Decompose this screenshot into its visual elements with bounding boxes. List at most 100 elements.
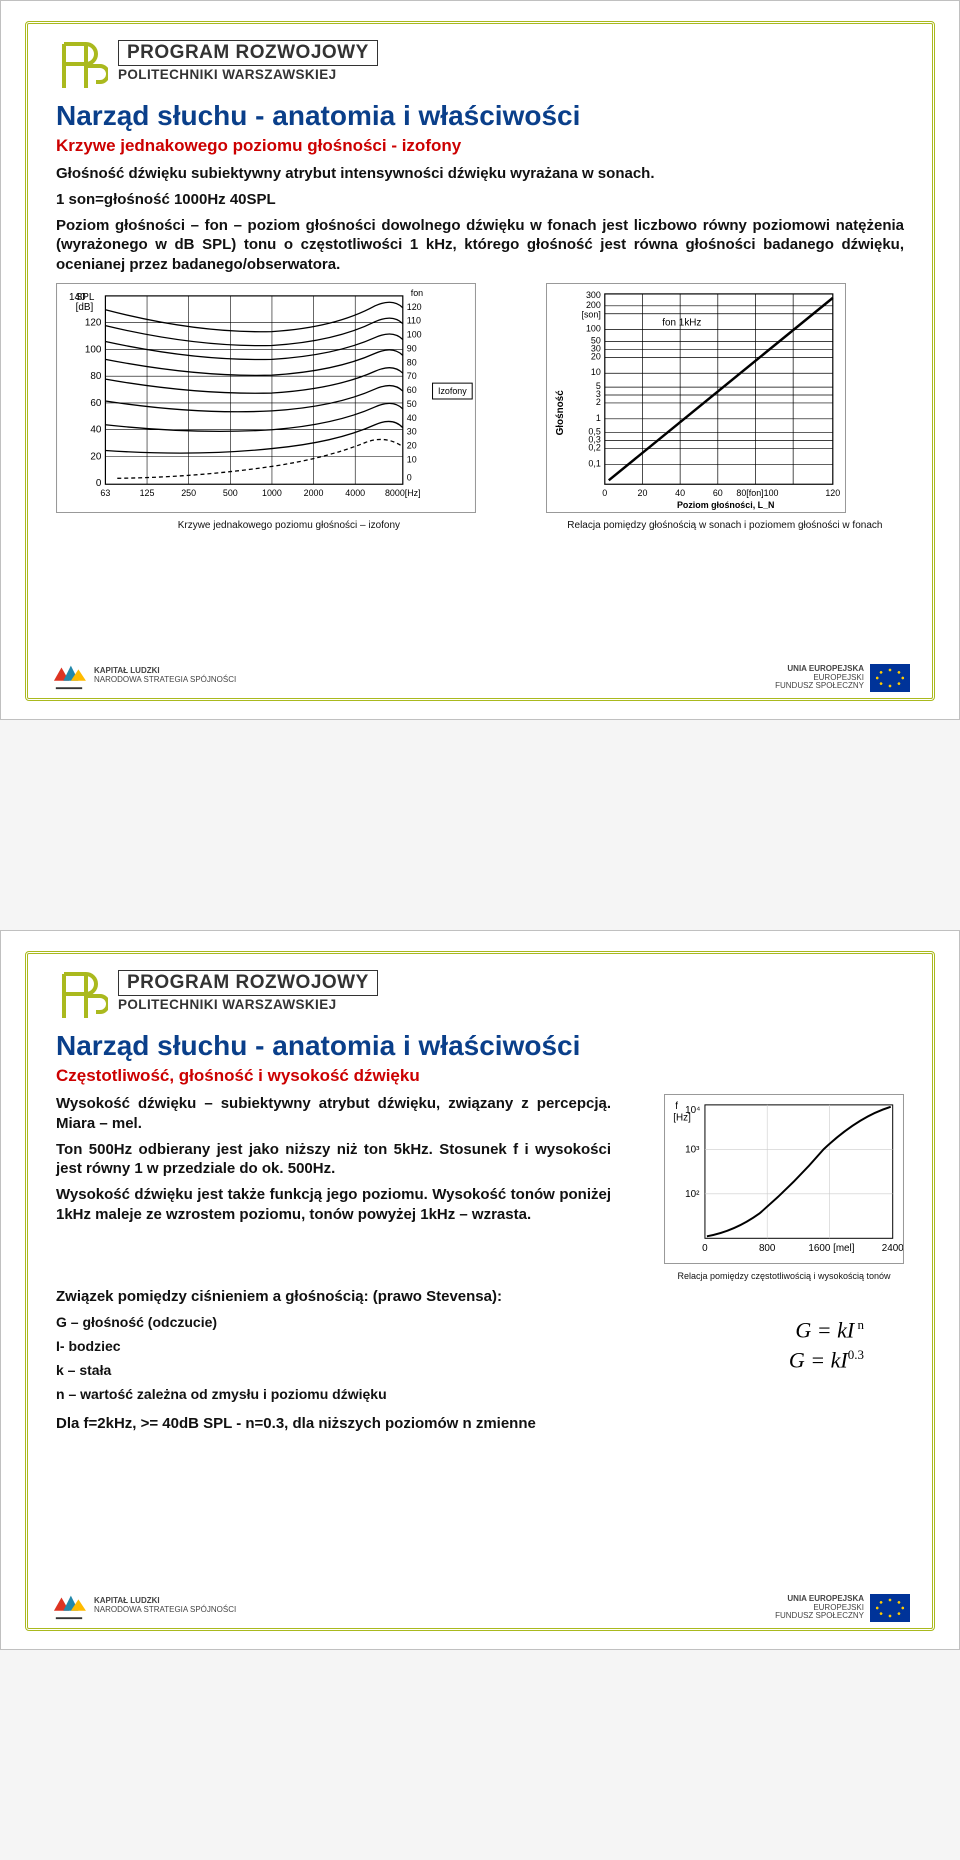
svg-text:20: 20 <box>591 351 601 361</box>
svg-text:40: 40 <box>675 488 685 498</box>
svg-text:10³: 10³ <box>685 1144 700 1155</box>
svg-text:1000: 1000 <box>262 488 282 498</box>
svg-text:90: 90 <box>407 343 417 353</box>
footer: KAPITAŁ LUDZKI NARODOWA STRATEGIA SPÓJNO… <box>50 1590 910 1622</box>
legend-item: k – stała <box>56 1361 387 1379</box>
svg-text:70: 70 <box>407 371 417 381</box>
eu-flag-icon <box>870 1594 910 1622</box>
svg-text:20: 20 <box>407 441 417 451</box>
footer-text: NARODOWA STRATEGIA SPÓJNOŚCI <box>94 676 236 685</box>
kapital-ludzki-icon <box>50 660 88 692</box>
footer: KAPITAŁ LUDZKI NARODOWA STRATEGIA SPÓJNO… <box>50 660 910 692</box>
paragraph: Ton 500Hz odbierany jest jako niższy niż… <box>56 1140 611 1180</box>
svg-text:10⁴: 10⁴ <box>685 1105 700 1116</box>
svg-text:800: 800 <box>759 1243 776 1254</box>
svg-text:Poziom głośności, L_N: Poziom głośności, L_N <box>677 500 775 510</box>
svg-text:80: 80 <box>90 371 102 382</box>
svg-text:300: 300 <box>586 290 601 300</box>
kapital-ludzki-icon <box>50 1590 88 1622</box>
chart-izofony: SPL[dB] 140 120 100 80 60 40 20 0 fon 12… <box>56 283 522 531</box>
svg-text:50: 50 <box>407 399 417 409</box>
slide-title: Narząd słuchu - anatomia i właściwości <box>56 100 904 132</box>
equation: G = kI n <box>704 1317 864 1343</box>
svg-text:20: 20 <box>90 451 102 462</box>
svg-text:80[fon]100: 80[fon]100 <box>736 488 778 498</box>
chart-caption: Krzywe jednakowego poziomu głośności – i… <box>56 520 522 531</box>
svg-text:10²: 10² <box>685 1189 700 1200</box>
slide-2: PROGRAM ROZWOJOWY POLITECHNIKI WARSZAWSK… <box>0 930 960 1650</box>
svg-text:40: 40 <box>90 425 102 436</box>
svg-text:120: 120 <box>407 302 422 312</box>
svg-text:[dB]: [dB] <box>76 302 94 313</box>
legend-item: I- bodziec <box>56 1337 387 1355</box>
svg-text:fon: fon <box>411 288 423 298</box>
slide-subtitle: Częstotliwość, głośność i wysokość dźwię… <box>56 1066 904 1086</box>
header-title: PROGRAM ROZWOJOWY <box>118 40 378 66</box>
svg-text:0: 0 <box>407 472 412 482</box>
svg-text:30: 30 <box>407 427 417 437</box>
svg-text:120: 120 <box>85 318 102 329</box>
header-subtitle: POLITECHNIKI WARSZAWSKIEJ <box>118 67 378 82</box>
paragraph: Głośność dźwięku subiektywny atrybut int… <box>56 164 904 184</box>
svg-text:fon 1kHz: fon 1kHz <box>662 318 701 329</box>
svg-text:80: 80 <box>407 357 417 367</box>
footer-text: FUNDUSZ SPOŁECZNY <box>775 682 864 691</box>
footer-text: FUNDUSZ SPOŁECZNY <box>775 1612 864 1621</box>
header-title: PROGRAM ROZWOJOWY <box>118 970 378 996</box>
chart-caption: Relacja pomiędzy głośnością w sonach i p… <box>546 520 904 531</box>
svg-text:2: 2 <box>596 397 601 407</box>
svg-text:140: 140 <box>69 292 86 303</box>
paragraph: Związek pomiędzy ciśnieniem a głośnością… <box>56 1287 904 1307</box>
svg-text:20: 20 <box>637 488 647 498</box>
svg-text:0: 0 <box>602 488 607 498</box>
header: PROGRAM ROZWOJOWY POLITECHNIKI WARSZAWSK… <box>56 968 904 1024</box>
svg-text:0: 0 <box>702 1243 708 1254</box>
svg-text:100: 100 <box>85 344 102 355</box>
legend-item: n – wartość zależna od zmysłu i poziomu … <box>56 1385 387 1403</box>
svg-text:10: 10 <box>407 454 417 464</box>
svg-text:1600 [mel]: 1600 [mel] <box>808 1243 854 1254</box>
header: PROGRAM ROZWOJOWY POLITECHNIKI WARSZAWSK… <box>56 38 904 94</box>
svg-text:4000: 4000 <box>345 488 365 498</box>
paragraph: Poziom głośności – fon – poziom głośnośc… <box>56 216 904 275</box>
paragraph: Dla f=2kHz, >= 40dB SPL - n=0.3, dla niż… <box>56 1414 904 1434</box>
slide-frame: PROGRAM ROZWOJOWY POLITECHNIKI WARSZAWSK… <box>25 21 935 701</box>
svg-text:0,1: 0,1 <box>588 458 600 468</box>
chart-mel: f[Hz] 10⁴10³10² 0 800 1600 [mel] 2400 Re… <box>664 1094 904 1281</box>
paragraph: 1 son=głośność 1000Hz 40SPL <box>56 190 904 210</box>
svg-text:Głośność: Głośność <box>555 390 566 436</box>
svg-text:200: 200 <box>586 300 601 310</box>
svg-text:[son]: [son] <box>581 310 600 320</box>
svg-text:8000[Hz]: 8000[Hz] <box>385 488 421 498</box>
svg-text:1: 1 <box>596 413 601 423</box>
svg-text:60: 60 <box>407 385 417 395</box>
eu-flag-icon <box>870 664 910 692</box>
svg-text:40: 40 <box>407 413 417 423</box>
svg-text:60: 60 <box>90 398 102 409</box>
header-subtitle: POLITECHNIKI WARSZAWSKIEJ <box>118 997 378 1012</box>
slide-subtitle: Krzywe jednakowego poziomu głośności - i… <box>56 136 904 156</box>
svg-text:Izofony: Izofony <box>438 386 467 396</box>
program-logo-icon <box>56 968 108 1024</box>
svg-text:110: 110 <box>407 316 421 326</box>
svg-text:63: 63 <box>100 488 110 498</box>
svg-text:120: 120 <box>825 488 840 498</box>
svg-text:f: f <box>675 1101 678 1112</box>
program-logo-icon <box>56 38 108 94</box>
slide-1: PROGRAM ROZWOJOWY POLITECHNIKI WARSZAWSK… <box>0 0 960 720</box>
paragraph: Wysokość dźwięku – subiektywny atrybut d… <box>56 1094 611 1134</box>
legend-item: G – głośność (odczucie) <box>56 1313 387 1331</box>
svg-text:60: 60 <box>713 488 723 498</box>
svg-text:250: 250 <box>181 488 196 498</box>
equation: G = kI0.3 <box>704 1347 864 1373</box>
svg-text:100: 100 <box>586 324 601 334</box>
svg-text:10: 10 <box>591 367 601 377</box>
slide-frame: PROGRAM ROZWOJOWY POLITECHNIKI WARSZAWSK… <box>25 951 935 1631</box>
svg-text:100: 100 <box>407 330 422 340</box>
slide-title: Narząd słuchu - anatomia i właściwości <box>56 1030 904 1062</box>
footer-text: NARODOWA STRATEGIA SPÓJNOŚCI <box>94 1606 236 1615</box>
svg-text:2400: 2400 <box>882 1243 904 1254</box>
chart-son-fon: fon 1kHz 300200 [son]100 5030 2010 53 21… <box>546 283 904 531</box>
svg-text:125: 125 <box>140 488 155 498</box>
chart-caption: Relacja pomiędzy częstotliwością i wysok… <box>664 1271 904 1281</box>
